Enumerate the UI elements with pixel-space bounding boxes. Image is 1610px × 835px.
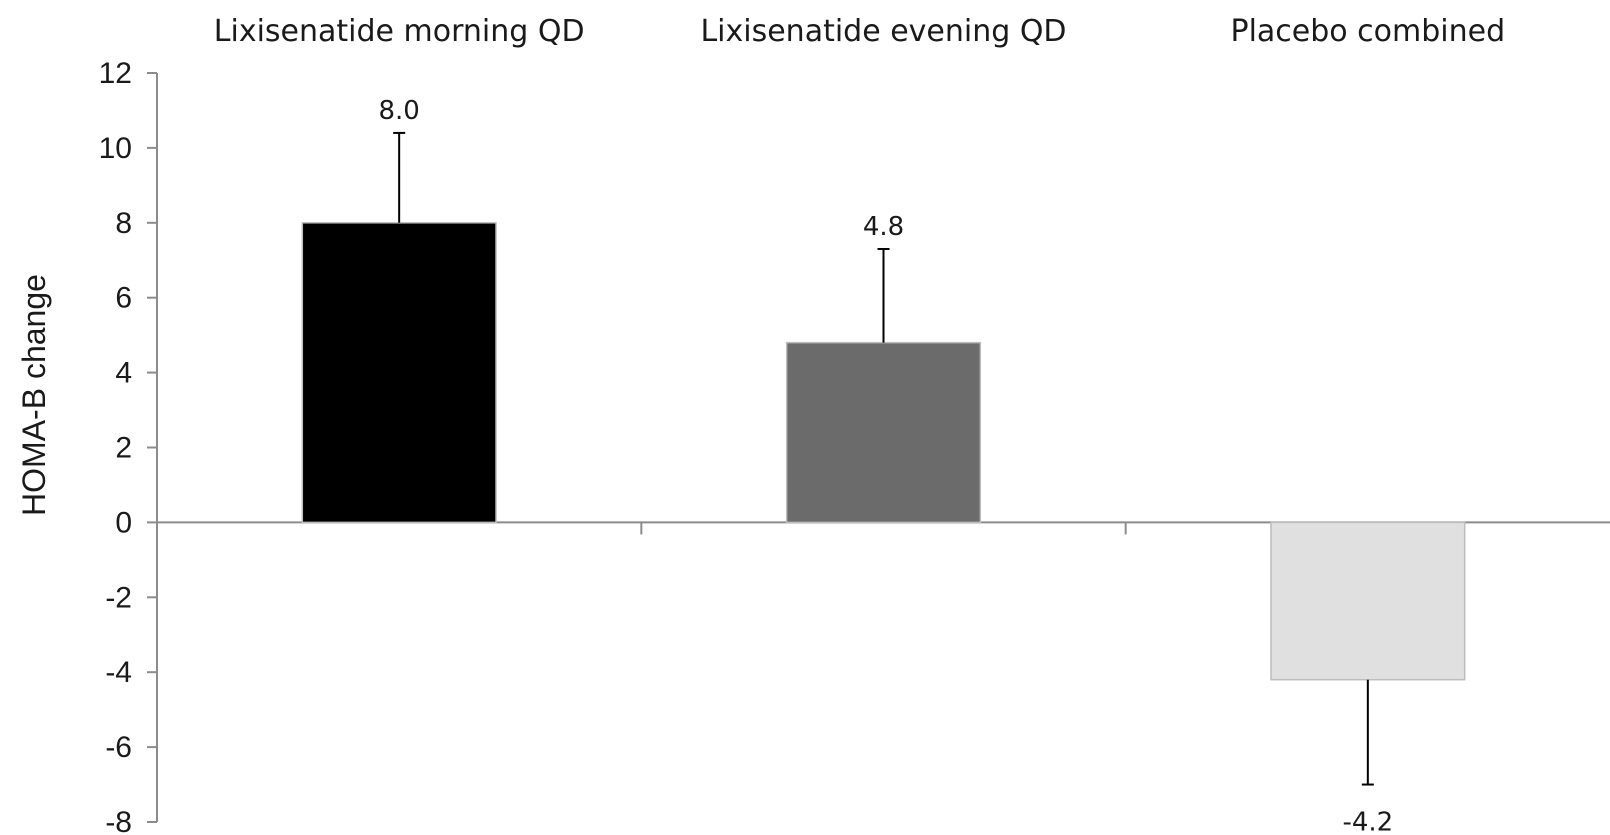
y-tick-label: 0 bbox=[115, 506, 132, 539]
y-tick-label: 6 bbox=[115, 282, 132, 315]
bar bbox=[785, 341, 982, 524]
bars bbox=[301, 131, 1466, 786]
category-label: Placebo combined bbox=[1230, 14, 1505, 49]
y-tick-label: 8 bbox=[115, 207, 132, 240]
y-tick-label: -6 bbox=[105, 731, 132, 764]
bar bbox=[301, 222, 497, 524]
y-tick-label: -4 bbox=[105, 656, 132, 689]
labels: 12 10 8 6 4 2 0 -2 -4 -6 -8 8.0 Lixisenatide morning… bbox=[99, 14, 1506, 835]
y-tick-label: 12 bbox=[99, 57, 132, 90]
y-tick-label: -8 bbox=[105, 806, 132, 835]
data-label: 4.8 bbox=[863, 212, 904, 242]
y-tick-label: 4 bbox=[115, 357, 132, 390]
y-tick-label: 2 bbox=[115, 432, 132, 465]
data-label: -4.2 bbox=[1342, 808, 1393, 835]
category-label: Lixisenatide evening QD bbox=[700, 14, 1066, 49]
y-tick-label: 10 bbox=[99, 132, 132, 165]
bar bbox=[1270, 521, 1466, 681]
category-label: Lixisenatide morning QD bbox=[214, 14, 585, 49]
data-label: 8.0 bbox=[378, 96, 419, 126]
y-tick-label: -2 bbox=[105, 581, 132, 614]
y-axis-title: HOMA-B change bbox=[16, 274, 52, 516]
